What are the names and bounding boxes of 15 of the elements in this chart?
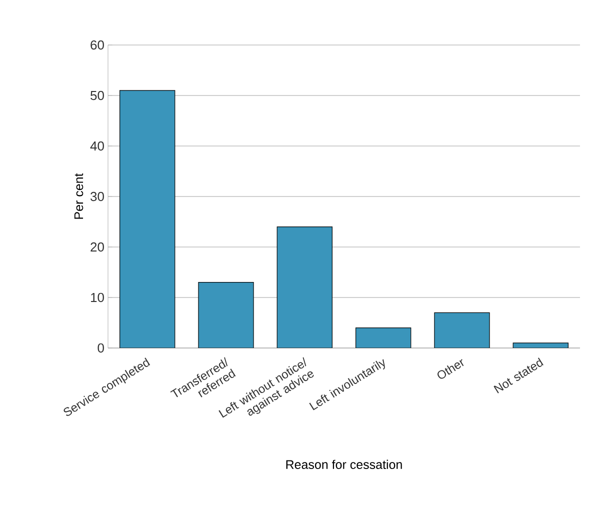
x-axis-title: Reason for cessation [286,460,402,469]
bar [120,90,176,348]
x-tick-label: Other [438,359,464,379]
y-tick-label: 10 [91,292,104,302]
y-tick-label: 20 [90,242,104,252]
y-tick-label: 0 [98,343,104,353]
y-tick-label: 30 [90,192,104,202]
y-axis-title: Per cent [74,173,84,219]
bar [434,312,490,348]
y-tick-label: 60 [90,40,104,50]
bar [198,282,254,348]
y-tick-label: 40 [90,141,104,151]
bar [355,327,412,348]
y-tick-label: 50 [90,90,104,100]
bar [276,226,332,348]
